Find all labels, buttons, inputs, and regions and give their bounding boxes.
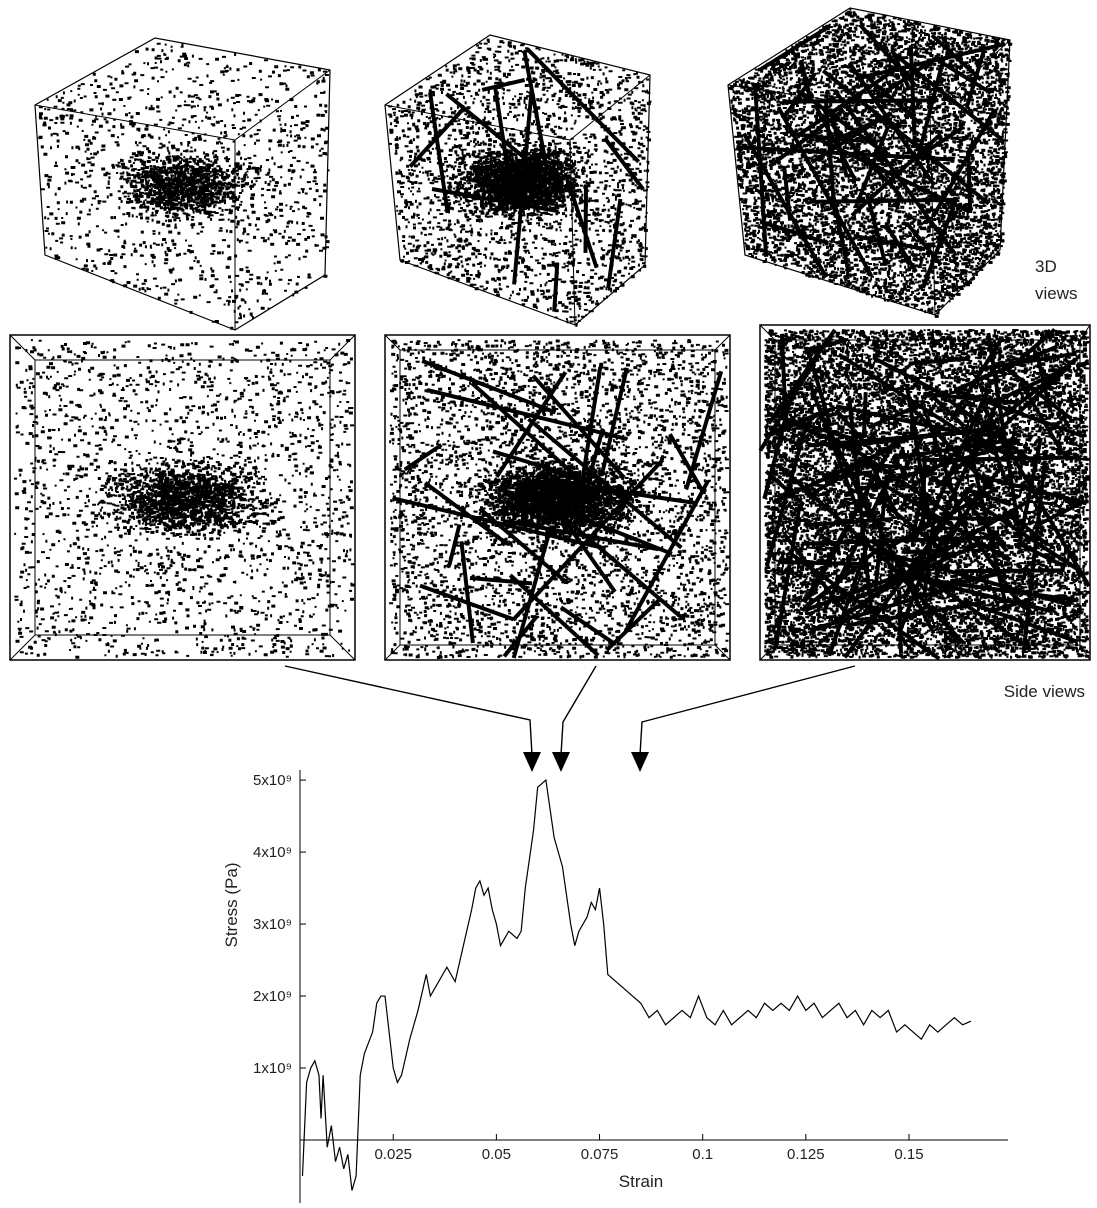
y-axis-label: Stress (Pa) bbox=[222, 862, 241, 947]
x-tick-label: 0.075 bbox=[581, 1146, 619, 1163]
side-bevel bbox=[384, 644, 401, 661]
side-bevel bbox=[1079, 324, 1091, 341]
y-tick-label: 3x10⁹ bbox=[253, 916, 292, 933]
dislocation-points bbox=[389, 339, 730, 659]
connector bbox=[284, 665, 533, 756]
side-inner bbox=[774, 339, 1081, 646]
connector bbox=[639, 665, 856, 756]
dislocation-lines bbox=[408, 47, 645, 312]
stress-strain-line bbox=[301, 778, 972, 1191]
side-bevel bbox=[1079, 644, 1091, 661]
cube-edge bbox=[234, 69, 331, 141]
arrowhead bbox=[631, 752, 649, 772]
side-bevel bbox=[384, 334, 401, 351]
side-bevel bbox=[9, 334, 36, 361]
x-tick-label: 0.1 bbox=[692, 1146, 713, 1163]
arrowheads bbox=[523, 752, 649, 772]
cube-edge bbox=[727, 84, 931, 116]
cube-edge bbox=[929, 114, 936, 316]
connector bbox=[560, 665, 597, 756]
x-tick-label: 0.125 bbox=[787, 1146, 825, 1163]
side-bevel bbox=[714, 644, 731, 661]
annotation: 3D bbox=[1035, 257, 1057, 276]
arrowhead bbox=[523, 752, 541, 772]
y-tick-label: 5x10⁹ bbox=[253, 772, 292, 789]
dislocation-lines bbox=[736, 23, 1006, 289]
cube-edge bbox=[929, 39, 1011, 116]
side-frame bbox=[9, 334, 356, 661]
y-tick-label: 4x10⁹ bbox=[253, 844, 292, 861]
side-bevel bbox=[759, 644, 776, 661]
cube-outline bbox=[727, 7, 1011, 316]
side-inner bbox=[399, 349, 716, 646]
side-bevel bbox=[759, 324, 776, 341]
cube-edge bbox=[384, 104, 571, 141]
dislocation-lines bbox=[758, 327, 1091, 661]
cube-edge bbox=[569, 139, 576, 326]
annotation: views bbox=[1035, 284, 1078, 303]
x-axis-label: Strain bbox=[619, 1172, 663, 1191]
x-tick-label: 0.025 bbox=[374, 1146, 412, 1163]
dislocation-points bbox=[38, 42, 330, 330]
side-bevel bbox=[9, 634, 36, 661]
annotation: Side views bbox=[1004, 682, 1085, 701]
x-tick-label: 0.05 bbox=[482, 1146, 511, 1163]
dislocation-points bbox=[14, 339, 355, 659]
side-frame bbox=[384, 334, 731, 661]
side-bevel bbox=[329, 634, 356, 661]
side-frame bbox=[759, 324, 1091, 661]
cube-edge bbox=[34, 104, 236, 141]
arrowhead bbox=[552, 752, 570, 772]
cube-outline bbox=[34, 37, 331, 331]
side-bevel bbox=[714, 334, 731, 351]
y-tick-label: 2x10⁹ bbox=[253, 988, 292, 1005]
y-tick-label: 1x10⁹ bbox=[253, 1060, 292, 1077]
dislocation-lines bbox=[392, 359, 724, 659]
side-bevel bbox=[329, 334, 356, 361]
cube-edge bbox=[569, 74, 651, 141]
cube-outline bbox=[384, 34, 651, 326]
side-inner bbox=[34, 359, 331, 636]
connectors bbox=[284, 665, 856, 756]
x-tick-label: 0.15 bbox=[894, 1146, 923, 1163]
